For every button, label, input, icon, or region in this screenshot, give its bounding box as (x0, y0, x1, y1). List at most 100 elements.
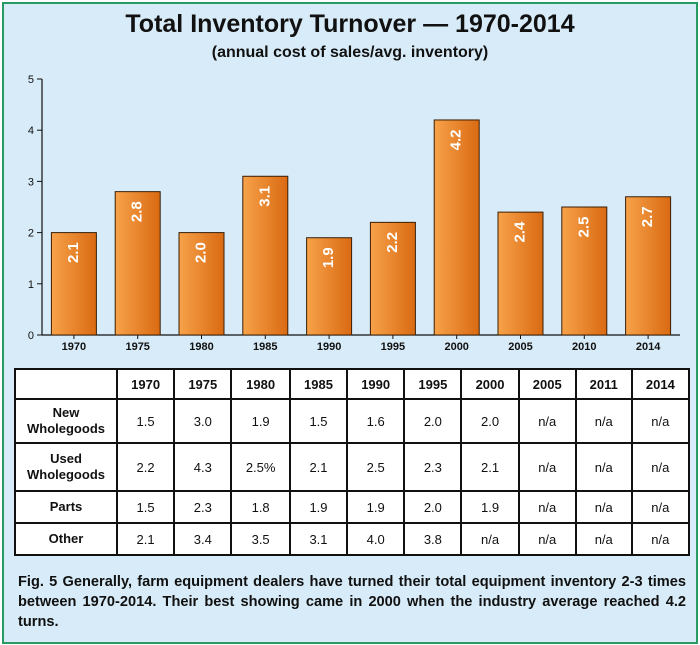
table-cell: n/a (574, 490, 633, 524)
data-table-wrap: 1970 1975 1980 1985 1990 1995 2000 2005 2011 2014… (14, 368, 691, 556)
table-cell: 1.5 (288, 398, 349, 444)
table-cell: n/a (517, 398, 577, 444)
table-cell: 2.1 (460, 442, 520, 492)
table-cell: 1.9 (460, 490, 520, 524)
bar (50, 232, 97, 336)
table-cell: 1.5 (115, 490, 176, 524)
table-cell: 3.5 (230, 522, 291, 556)
x-tick-label: 1985 (253, 341, 277, 353)
chart-bars (50, 119, 672, 336)
table-cell: 2.1 (115, 522, 176, 556)
table-cell: 3.0 (173, 398, 233, 444)
table-column-header: 2011 (574, 368, 633, 400)
table-column-header: 2014 (630, 368, 691, 400)
table-column-header: 1995 (403, 368, 463, 400)
bar (114, 191, 161, 336)
data-label: 3.1 (256, 186, 273, 207)
table-cell: 2.0 (403, 490, 463, 524)
table-column-header: 2005 (517, 368, 577, 400)
row-label: Parts (14, 490, 118, 524)
table-cell: 2.5% (230, 442, 291, 492)
data-label: 2.2 (384, 232, 401, 253)
table-row: New Wholegoods 1.5 3.0 1.9 1.5 1.6 2.0 2.0 n/a n/… (14, 398, 691, 444)
table-cell: 2.0 (460, 398, 520, 444)
x-tick-label: 1975 (125, 341, 149, 353)
table-cell: n/a (574, 442, 633, 492)
table-column-header: 1980 (230, 368, 291, 400)
table-cell: 1.6 (346, 398, 406, 444)
table-cell: 2.2 (115, 442, 176, 492)
table-cell: 1.9 (346, 490, 406, 524)
table-cell: 2.0 (403, 398, 463, 444)
data-label: 2.8 (129, 201, 146, 222)
bar (242, 175, 289, 336)
y-tick-label: 4 (28, 125, 34, 137)
table-cell: n/a (574, 398, 633, 444)
table-cell: n/a (517, 442, 577, 492)
data-label: 4.2 (448, 130, 465, 151)
table-row: Parts 1.5 2.3 1.8 1.9 1.9 2.0 1.9 n/a n/a n/a (14, 490, 691, 524)
row-label: Other (14, 522, 118, 556)
table-cell: 3.1 (288, 522, 349, 556)
table-row: Used Wholegoods 2.2 4.3 2.5% 2.1 2.5 2.3 2.1 n/a… (14, 442, 691, 492)
table-cell: n/a (460, 522, 520, 556)
table-cell: n/a (630, 442, 691, 492)
chart-subtitle: (annual cost of sales/avg. inventory) (211, 44, 489, 61)
figure-caption: Fig. 5 Generally, farm equipment dealers… (18, 574, 686, 630)
x-tick-label: 1980 (189, 341, 213, 353)
table-cell: 4.3 (173, 442, 233, 492)
bar (369, 221, 416, 336)
bar (497, 211, 544, 336)
table-cell: 1.9 (230, 398, 291, 444)
data-label: 2.7 (639, 206, 656, 227)
table-column-header: 1975 (173, 368, 233, 400)
table-column-header: 1985 (288, 368, 349, 400)
table-cell: 2.1 (288, 442, 349, 492)
bar (178, 232, 225, 336)
table-body: New Wholegoods 1.5 3.0 1.9 1.5 1.6 2.0 2.0 n/a n/… (14, 398, 691, 556)
bar (433, 119, 480, 336)
table-cell: 3.8 (403, 522, 463, 556)
table-cell: 1.5 (115, 398, 176, 444)
bar (625, 196, 672, 336)
x-tick-label: 2014 (636, 341, 661, 353)
bar (306, 237, 353, 336)
table-cell: n/a (630, 490, 691, 524)
x-tick-label: 1990 (317, 341, 341, 353)
data-label: 2.0 (192, 242, 209, 263)
table-cell: 2.3 (403, 442, 463, 492)
table-cell: 4.0 (346, 522, 406, 556)
table-header-row: 1970 1975 1980 1985 1990 1995 2000 2005 2011 2014 (14, 368, 691, 400)
data-label: 2.4 (511, 221, 528, 243)
x-tick-label: 1970 (62, 341, 86, 353)
chart-title: Total Inventory Turnover — 1970-2014 (125, 10, 575, 38)
table-cell: 2.5 (346, 442, 406, 492)
y-tick-label: 1 (28, 279, 34, 291)
data-label: 2.1 (65, 242, 82, 263)
data-label: 1.9 (320, 247, 337, 268)
data-label: 2.5 (575, 217, 592, 238)
x-tick-label: 2000 (444, 341, 468, 353)
table-cell: n/a (630, 398, 691, 444)
table-column-header: 1970 (115, 368, 176, 400)
y-tick-label: 3 (28, 176, 34, 188)
table-column-header: 2000 (460, 368, 520, 400)
y-tick-label: 5 (28, 74, 34, 86)
x-tick-label: 1995 (381, 341, 405, 353)
chart-labels: 1970 2.1 1975 2.8 1980 2.0 1985 3.1 1990 1.9 1995 2… (62, 130, 662, 353)
table-cell: n/a (574, 522, 633, 556)
table-cell: n/a (517, 490, 577, 524)
table-cell: 1.8 (230, 490, 291, 524)
table-cell: 2.3 (173, 490, 233, 524)
table-cell: 1.9 (288, 490, 349, 524)
table-row: Other 2.1 3.4 3.5 3.1 4.0 3.8 n/a n/a n/a n/a (14, 522, 691, 556)
x-tick-label: 2010 (572, 341, 596, 353)
table-cell: 3.4 (173, 522, 233, 556)
y-tick-label: 2 (28, 228, 34, 240)
table-cell: n/a (630, 522, 691, 556)
y-tick-label: 0 (28, 330, 34, 342)
row-label: New Wholegoods (14, 398, 118, 444)
turnover-table: 1970 1975 1980 1985 1990 1995 2000 2005 2011 2014… (14, 368, 691, 556)
table-column-header: 1990 (346, 368, 406, 400)
